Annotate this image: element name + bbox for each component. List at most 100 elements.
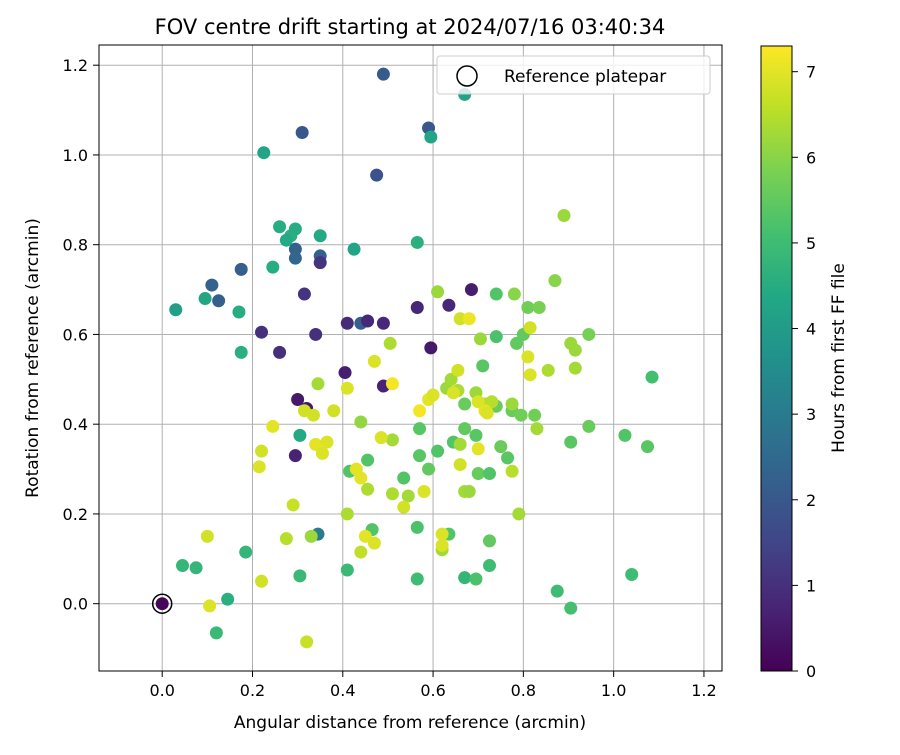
data-point [410,301,424,315]
colorbar-tick-label: 4 [806,320,816,339]
data-point [507,287,521,301]
data-point [582,419,596,433]
x-tick-label: 0.4 [330,681,355,700]
data-point [645,370,659,384]
x-axis-label: Angular distance from reference (arcmin) [234,713,586,733]
data-point [291,393,305,407]
data-point [189,561,203,575]
colorbar-tick-label: 0 [806,662,816,681]
data-point [550,584,564,598]
data-point [266,419,280,433]
data-point [453,312,467,326]
data-point [234,262,248,276]
data-point [424,341,438,355]
data-point [358,529,372,543]
data-point [370,168,384,182]
data-point [505,397,519,411]
data-point [232,305,246,319]
data-point [273,220,287,234]
data-point [198,292,212,306]
y-tick-label: 0.0 [63,595,88,614]
data-point [293,428,307,442]
data-point [304,529,318,543]
data-point [288,449,302,463]
data-point [354,471,368,485]
data-point [462,312,476,326]
data-point [564,601,578,615]
data-point [209,626,223,640]
data-point [176,559,190,573]
data-point [266,260,280,274]
data-point [451,363,465,377]
data-point [288,222,302,236]
data-point [212,294,226,308]
data-point [564,435,578,449]
data-point [458,571,472,585]
data-point [361,314,375,328]
data-point [293,569,307,583]
data-point [471,467,485,481]
y-tick-label: 0.4 [63,415,88,434]
data-point [327,404,341,418]
x-tick-label: 0.0 [149,681,174,700]
y-tick-label: 1.2 [63,56,88,75]
data-point [239,545,253,559]
data-point [489,287,503,301]
data-point [383,336,397,350]
x-axis-ticks: 0.0 0.2 0.4 0.6 0.8 1.0 1.2 [149,671,717,700]
data-point [410,520,424,534]
colorbar-tick-label: 3 [806,405,816,424]
data-point [424,130,438,144]
data-point [376,316,390,330]
data-point [313,256,327,270]
legend-reference-marker [456,65,478,87]
colorbar-tick-label: 1 [806,576,816,595]
data-point [426,388,440,402]
data-point [521,350,535,364]
data-point [501,451,515,465]
data-point [252,460,266,474]
data-point [523,368,537,382]
data-point [510,336,524,350]
data-point [338,366,352,380]
data-point [473,332,487,346]
data-point [255,325,269,339]
data-point [203,599,217,613]
x-tick-label: 0.2 [240,681,265,700]
data-point [376,67,390,81]
data-point [367,536,381,550]
data-point [286,498,300,512]
x-tick-label: 1.2 [691,681,716,700]
data-point [397,500,411,514]
data-point [512,507,526,521]
data-point [431,444,445,458]
data-point [625,568,639,582]
data-point [361,453,375,467]
data-point [422,462,436,476]
data-point [435,538,449,552]
y-axis-ticks: 0.0 0.2 0.4 0.6 0.8 1.0 1.2 [63,56,99,614]
y-tick-label: 0.8 [63,236,88,255]
data-point [417,485,431,499]
colorbar-gradient [760,45,793,672]
data-point [485,395,499,409]
data-point [471,442,485,456]
data-point [410,572,424,586]
data-point [464,283,478,297]
reference-platepar-marker [151,593,173,614]
data-point [413,404,427,418]
data-point [480,406,494,420]
data-point [288,242,302,256]
data-point [541,363,555,377]
colorbar-ticks: 0 1 2 3 4 5 6 7 [792,63,816,681]
data-point [557,209,571,223]
data-point [483,534,497,548]
x-tick-label: 1.0 [601,681,626,700]
data-point [444,372,458,386]
data-point [453,437,467,451]
data-point [489,330,503,344]
legend-entry-reference: Reference platepar [504,67,666,87]
data-point [410,235,424,249]
